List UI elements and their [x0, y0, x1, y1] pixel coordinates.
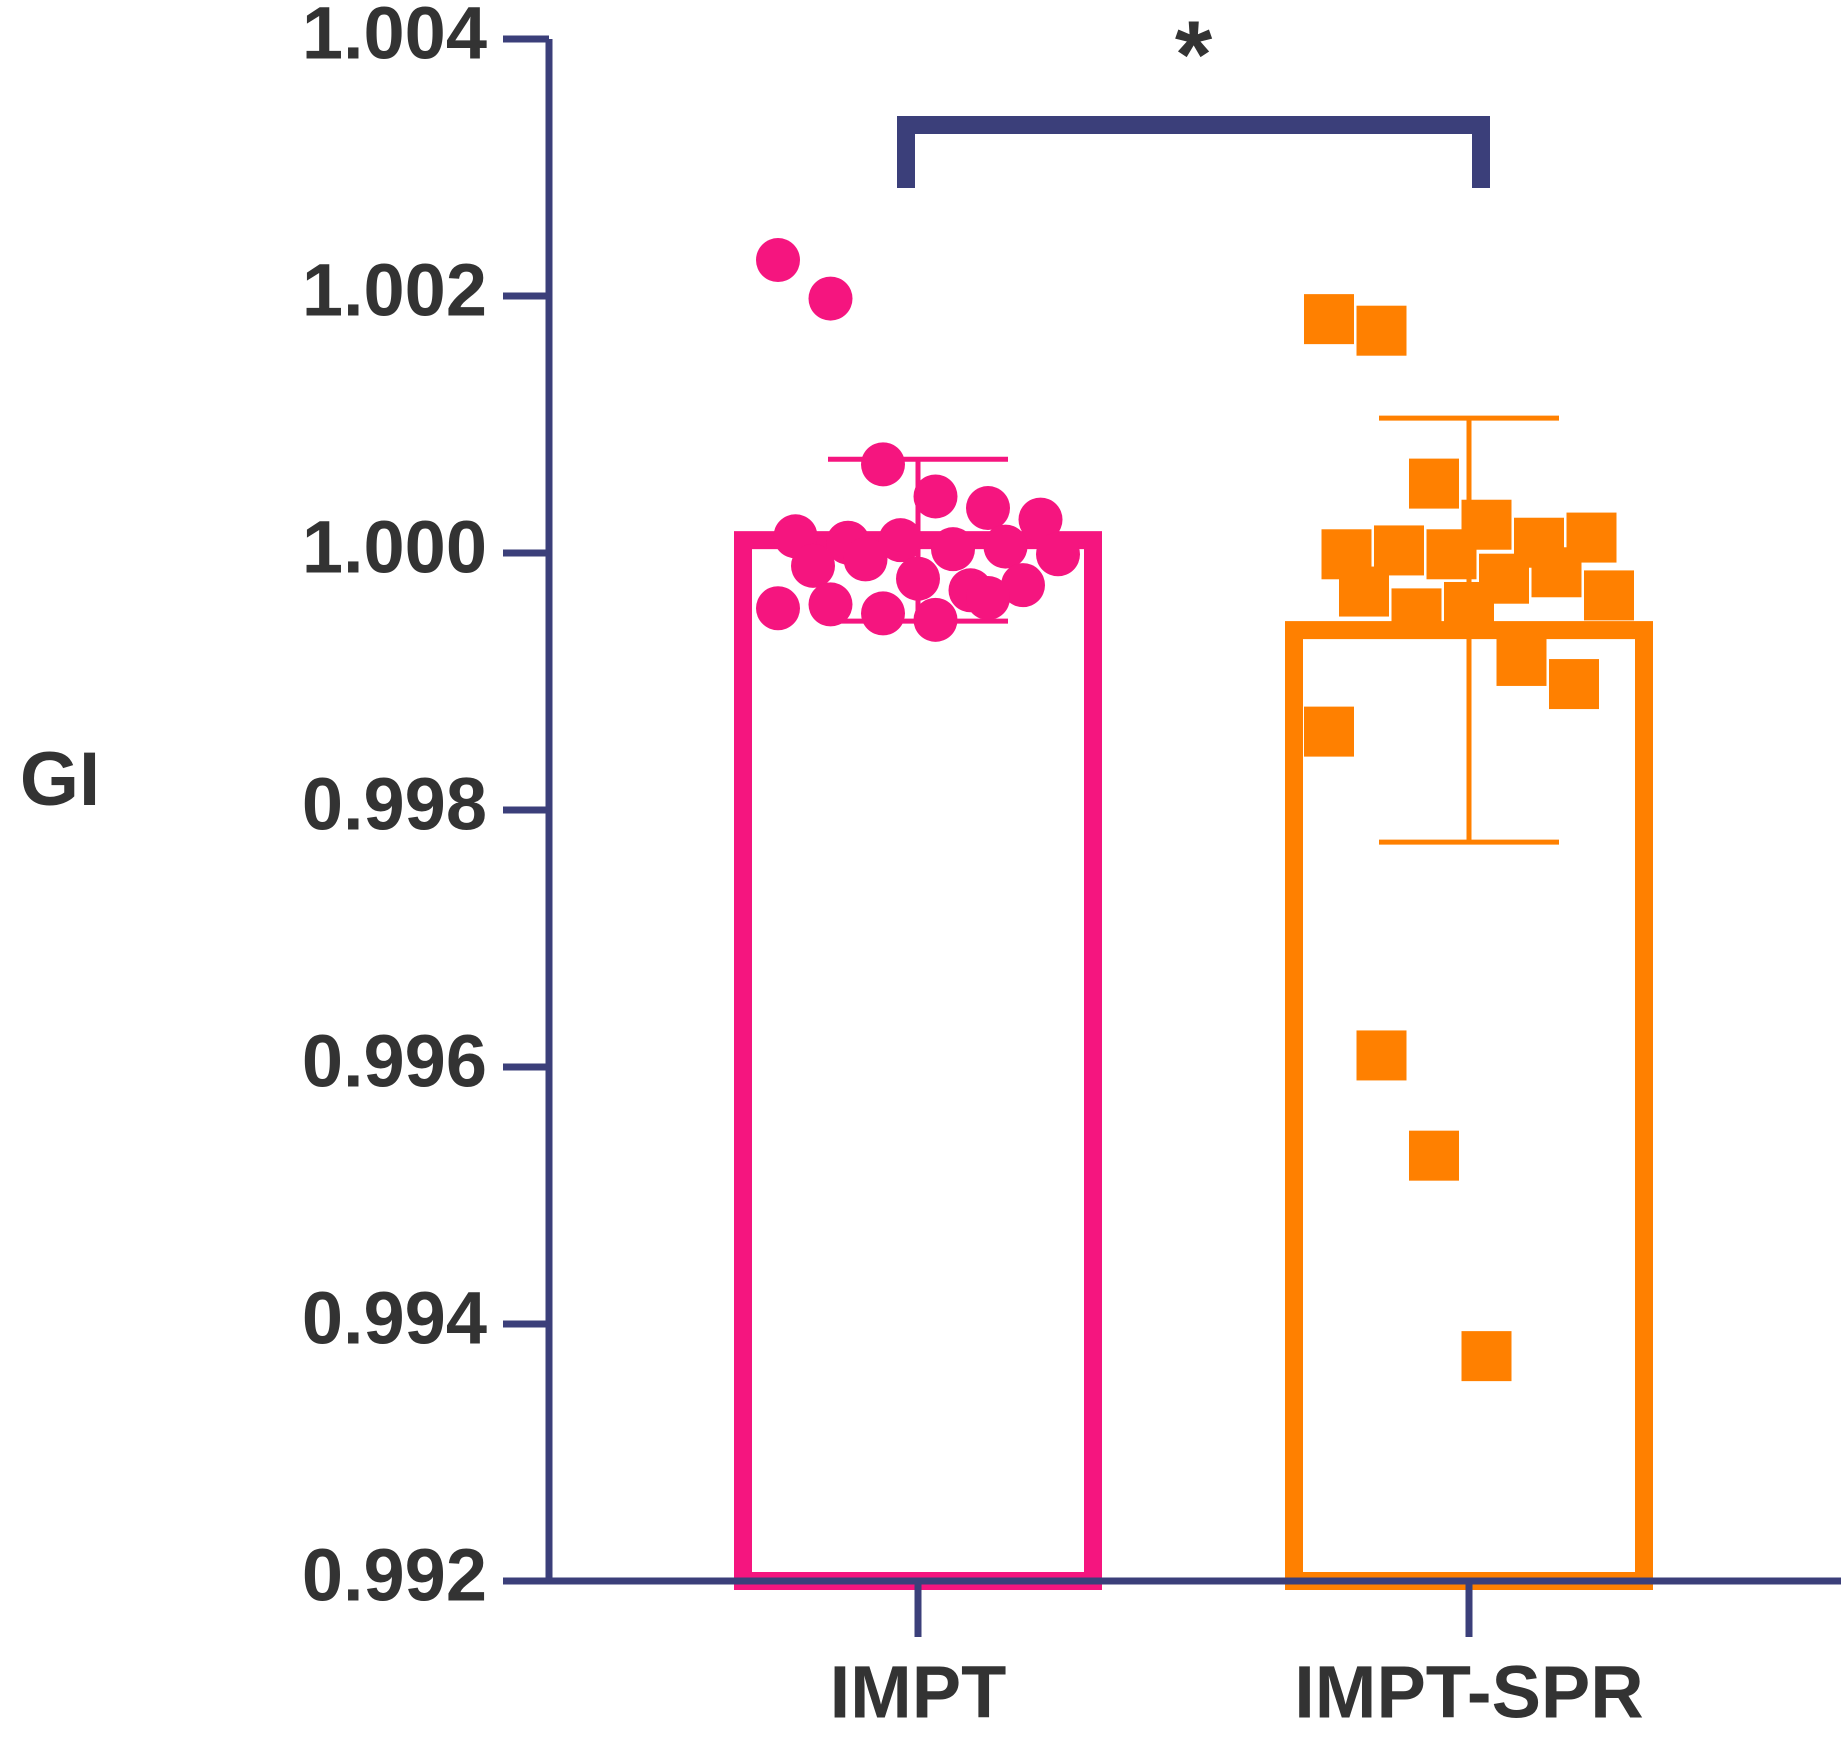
data-point — [843, 537, 888, 582]
data-point — [1018, 497, 1063, 542]
x-tick-label: IMPT-SPR — [1294, 1651, 1643, 1734]
significance-bracket — [897, 116, 1490, 188]
data-point — [1356, 1030, 1407, 1081]
y-tick-label: 0.998 — [302, 763, 487, 846]
data-point — [1426, 529, 1477, 580]
data-point — [861, 591, 905, 636]
data-point — [913, 597, 958, 642]
data-point — [983, 524, 1028, 569]
data-point — [791, 543, 835, 588]
data-point — [966, 486, 1010, 531]
y-axis-label: GI — [20, 737, 100, 822]
data-point — [1036, 532, 1080, 577]
data-point — [931, 527, 975, 572]
y-tick-label: 0.994 — [302, 1277, 487, 1360]
y-tick-label: 0.996 — [302, 1020, 487, 1103]
y-tick-label: 1.000 — [302, 506, 487, 589]
data-point — [861, 442, 905, 487]
data-point — [1409, 1130, 1459, 1181]
data-point — [1356, 305, 1407, 356]
data-point — [1496, 635, 1547, 686]
data-point — [1304, 706, 1354, 757]
data-point — [1549, 659, 1599, 710]
data-point — [808, 582, 853, 627]
data-point — [756, 586, 800, 631]
data-point — [1461, 1331, 1512, 1382]
data-point — [1584, 570, 1634, 621]
data-point — [1001, 563, 1045, 608]
data-point — [1409, 458, 1459, 509]
significance-label: * — [1175, 1, 1213, 108]
data-point — [913, 474, 958, 519]
data-point — [1304, 294, 1354, 345]
data-point — [878, 518, 923, 563]
data-point — [1531, 547, 1582, 598]
x-tick-label: IMPT — [830, 1651, 1007, 1734]
data-point — [966, 575, 1010, 620]
data-point — [1444, 581, 1494, 632]
y-tick-label: 0.992 — [302, 1534, 487, 1617]
bar — [734, 531, 1102, 1590]
data-point — [756, 238, 800, 283]
y-tick-label: 1.004 — [302, 0, 487, 75]
data-point — [1339, 566, 1389, 617]
data-point — [896, 556, 940, 601]
data-point — [808, 276, 853, 321]
y-tick-label: 1.002 — [302, 249, 487, 332]
data-point — [1391, 588, 1442, 639]
